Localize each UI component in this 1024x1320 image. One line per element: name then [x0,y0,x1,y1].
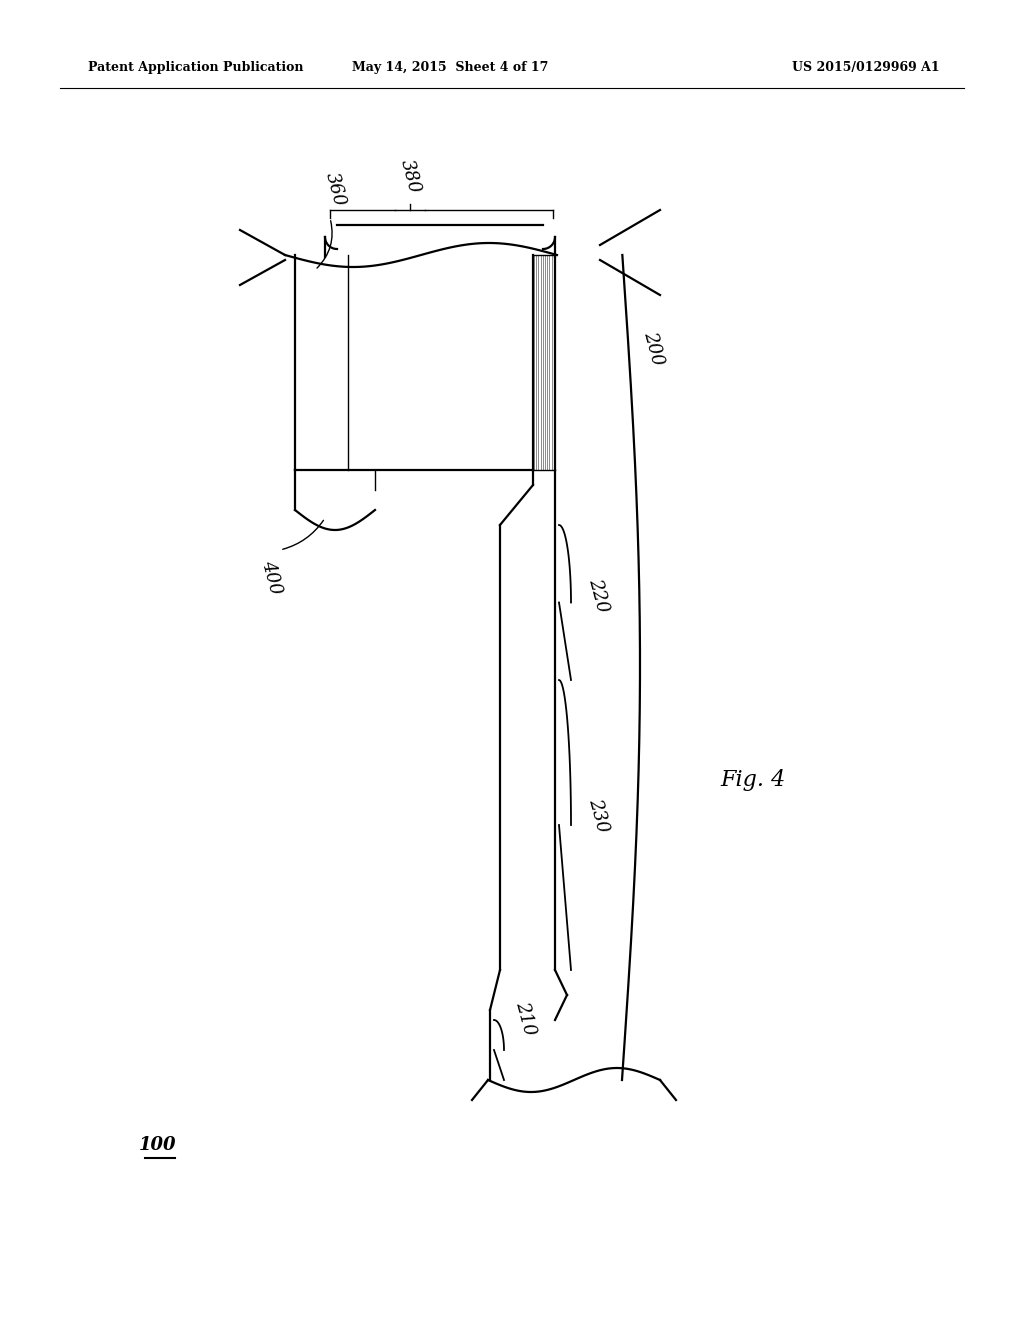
Text: 220: 220 [585,576,611,614]
Text: 200: 200 [640,329,667,367]
Text: 400: 400 [258,558,285,597]
Text: US 2015/0129969 A1: US 2015/0129969 A1 [793,62,940,74]
Text: 360: 360 [322,170,348,209]
Text: Patent Application Publication: Patent Application Publication [88,62,303,74]
Text: 210: 210 [512,999,539,1038]
Text: 380: 380 [397,157,423,195]
Text: 100: 100 [139,1137,177,1154]
Text: May 14, 2015  Sheet 4 of 17: May 14, 2015 Sheet 4 of 17 [352,62,548,74]
Text: Fig. 4: Fig. 4 [720,770,785,791]
Text: 230: 230 [585,796,611,834]
